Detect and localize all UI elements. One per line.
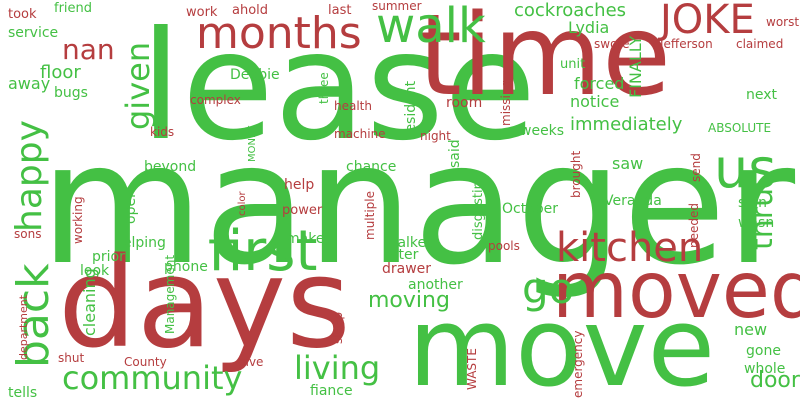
word-86: another bbox=[408, 277, 463, 293]
word-41: FINALLY bbox=[626, 35, 645, 98]
word-44: three bbox=[317, 72, 331, 104]
word-6: first bbox=[208, 219, 318, 284]
word-81: look bbox=[80, 263, 110, 279]
word-93: department bbox=[17, 294, 30, 360]
word-30: service bbox=[8, 25, 59, 41]
word-34: ahold bbox=[232, 3, 269, 18]
word-42: unit bbox=[560, 57, 586, 72]
word-96: give bbox=[238, 355, 264, 369]
word-26: notice bbox=[570, 92, 620, 111]
word-14: community bbox=[62, 359, 243, 397]
word-84: Management bbox=[163, 254, 177, 334]
word-4: move bbox=[408, 283, 716, 400]
word-59: later bbox=[386, 247, 419, 263]
word-56: missing bbox=[499, 79, 513, 126]
word-77: walked bbox=[386, 235, 436, 251]
word-27: floor bbox=[40, 62, 81, 83]
word-92: emergency bbox=[571, 330, 585, 398]
word-7: months bbox=[196, 8, 362, 59]
word-85: drawer bbox=[382, 261, 432, 277]
word-64: brought bbox=[569, 150, 583, 198]
word-62: saw bbox=[612, 154, 644, 173]
word-68: sign bbox=[738, 195, 767, 211]
word-90: gone bbox=[746, 343, 781, 359]
word-75: power bbox=[282, 203, 323, 218]
word-39: Jefferson bbox=[660, 37, 713, 51]
word-35: last bbox=[328, 3, 352, 18]
word-73: sons bbox=[14, 227, 42, 241]
word-31: took bbox=[8, 7, 37, 22]
word-63: send bbox=[689, 153, 703, 182]
word-88: sleep bbox=[331, 312, 345, 344]
word-8: walk bbox=[376, 0, 486, 54]
word-99: tells bbox=[8, 385, 38, 400]
word-91: whole bbox=[744, 361, 786, 377]
word-23: immediately bbox=[570, 114, 683, 135]
word-24: Lydia bbox=[568, 18, 610, 37]
word-37: worst bbox=[766, 15, 800, 29]
word-55: night bbox=[420, 129, 451, 143]
word-52: beyond bbox=[144, 159, 197, 175]
word-72: working bbox=[71, 196, 85, 244]
word-67: October bbox=[502, 201, 559, 217]
word-43: resident bbox=[403, 80, 419, 138]
word-83: cleaning bbox=[80, 268, 99, 336]
word-58: room bbox=[446, 95, 483, 111]
word-40: swore bbox=[594, 37, 630, 51]
word-17: nan bbox=[62, 33, 115, 66]
word-21: cockroaches bbox=[514, 0, 627, 21]
word-28: bugs bbox=[54, 85, 88, 101]
word-3: days bbox=[58, 232, 351, 376]
word-70: needed bbox=[687, 203, 701, 248]
word-57: weeks bbox=[520, 123, 565, 139]
word-71: open bbox=[123, 189, 139, 224]
word-49: kids bbox=[150, 125, 175, 139]
word-20: door bbox=[750, 368, 800, 393]
word-2: time bbox=[418, 0, 672, 121]
word-5: moved bbox=[552, 246, 800, 336]
word-54: said bbox=[447, 139, 463, 168]
word-87: pools bbox=[488, 239, 520, 253]
word-80: prior bbox=[92, 249, 125, 265]
word-60: ABSOLUTE bbox=[708, 121, 772, 135]
word-0: manager bbox=[40, 106, 796, 302]
word-15: living bbox=[294, 349, 381, 387]
word-1: lease bbox=[140, 0, 537, 174]
word-50: MONEY bbox=[247, 125, 258, 162]
word-48: machine bbox=[334, 127, 386, 141]
word-22: moving bbox=[368, 288, 450, 313]
word-18: go bbox=[522, 264, 575, 313]
word-95: County bbox=[124, 355, 167, 369]
word-46: complex bbox=[190, 93, 241, 107]
word-51: color bbox=[237, 191, 248, 216]
word-11: kitchen bbox=[556, 225, 704, 271]
word-65: disgusting bbox=[471, 172, 486, 240]
word-74: help bbox=[284, 177, 315, 193]
word-66: Veranda bbox=[604, 193, 662, 209]
word-16: given bbox=[119, 41, 157, 130]
word-89: new bbox=[734, 320, 768, 339]
word-13: happy bbox=[9, 120, 50, 232]
word-9: JOKE bbox=[660, 0, 755, 43]
word-98: fiance bbox=[310, 383, 353, 399]
word-78: make bbox=[286, 231, 325, 247]
word-76: multiple bbox=[363, 190, 377, 240]
word-53: chance bbox=[346, 159, 397, 175]
word-82: phone bbox=[164, 259, 208, 275]
word-79: helping bbox=[114, 235, 166, 251]
word-47: health bbox=[334, 99, 372, 113]
word-97: WASTE bbox=[465, 348, 479, 390]
word-36: summer bbox=[372, 0, 422, 13]
word-45: Debbie bbox=[230, 67, 280, 83]
word-25: forced bbox=[574, 74, 625, 93]
word-38: claimed bbox=[736, 37, 784, 51]
word-94: shut bbox=[58, 351, 85, 365]
word-10: us bbox=[714, 137, 777, 200]
word-29: away bbox=[8, 74, 51, 93]
word-33: work bbox=[186, 5, 218, 20]
word-32: friend bbox=[54, 1, 93, 16]
word-61: next bbox=[746, 87, 778, 103]
word-69: wasn bbox=[738, 215, 775, 231]
